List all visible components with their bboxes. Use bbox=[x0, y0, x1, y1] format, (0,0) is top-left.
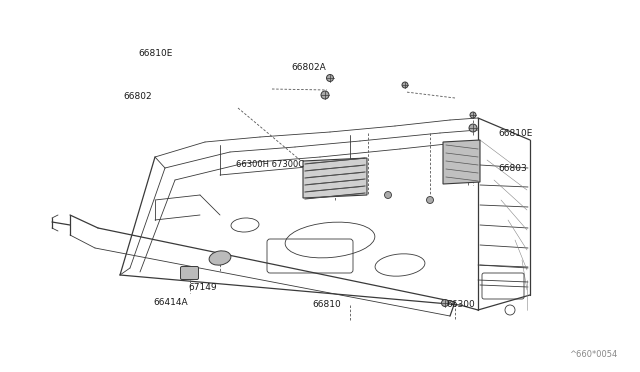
Circle shape bbox=[326, 74, 333, 81]
Text: 66810E: 66810E bbox=[138, 49, 173, 58]
Text: 66802: 66802 bbox=[124, 92, 152, 101]
Text: 66810E: 66810E bbox=[498, 129, 532, 138]
Text: 66300: 66300 bbox=[447, 300, 476, 309]
Text: 66810: 66810 bbox=[312, 300, 341, 309]
Text: 66803: 66803 bbox=[498, 164, 527, 173]
Polygon shape bbox=[443, 140, 480, 184]
Circle shape bbox=[426, 196, 433, 203]
Ellipse shape bbox=[209, 251, 231, 265]
Circle shape bbox=[470, 112, 476, 118]
Text: ^660*0054: ^660*0054 bbox=[570, 350, 618, 359]
Circle shape bbox=[385, 192, 392, 199]
Circle shape bbox=[469, 124, 477, 132]
Text: 67149: 67149 bbox=[189, 283, 218, 292]
Polygon shape bbox=[303, 158, 367, 198]
Circle shape bbox=[442, 299, 449, 307]
Circle shape bbox=[321, 91, 329, 99]
Text: 66802A: 66802A bbox=[291, 63, 326, 72]
FancyBboxPatch shape bbox=[180, 266, 198, 279]
Text: 66414A: 66414A bbox=[154, 298, 188, 307]
Circle shape bbox=[402, 82, 408, 88]
Text: 66300H 67300C: 66300H 67300C bbox=[236, 160, 303, 169]
